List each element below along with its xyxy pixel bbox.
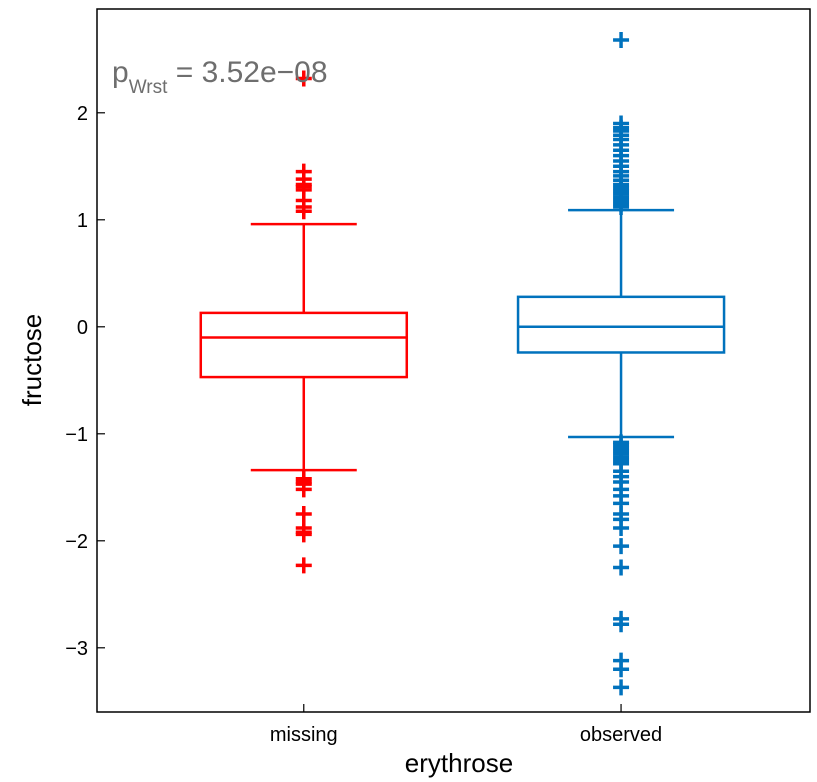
outlier-point: [613, 538, 630, 555]
p-value-annotation: pWrst = 3.52e−08: [112, 56, 328, 98]
outlier-point: [613, 559, 630, 576]
x-axis-title: erythrose: [405, 748, 513, 778]
box-series: [199, 32, 726, 696]
plot-area: [96, 8, 811, 713]
outlier-point: [613, 198, 630, 215]
y-tick-label: −2: [65, 531, 88, 553]
outlier-point: [613, 519, 630, 536]
outlier-point: [295, 506, 312, 523]
x-axis: missing observed: [270, 704, 662, 746]
outlier-point: [295, 70, 312, 87]
outlier-point: [295, 203, 312, 220]
y-tick-label: 0: [77, 317, 88, 339]
y-tick-label: −1: [65, 424, 88, 446]
outlier-point: [295, 526, 312, 543]
p-value-prefix: p: [112, 56, 129, 89]
x-tick-label: missing: [270, 724, 338, 746]
outlier-point: [613, 32, 630, 49]
p-value-subscript: Wrst: [129, 77, 168, 98]
p-value-value: = 3.52e−08: [167, 56, 327, 89]
y-tick-label: −3: [65, 638, 88, 660]
x-tick-label: observed: [580, 724, 662, 746]
outlier-point: [295, 481, 312, 498]
y-tick-label: 1: [77, 210, 88, 232]
outlier-point: [613, 679, 630, 696]
outlier-point: [613, 661, 630, 678]
y-axis-title: fructose: [17, 314, 47, 407]
box-observed: [516, 32, 726, 696]
y-tick-label: 2: [77, 103, 88, 125]
y-axis: −3 −2 −1 0 1 2: [65, 103, 105, 660]
outlier-point: [295, 557, 312, 574]
outlier-point: [613, 616, 630, 633]
box-missing: [199, 70, 409, 574]
